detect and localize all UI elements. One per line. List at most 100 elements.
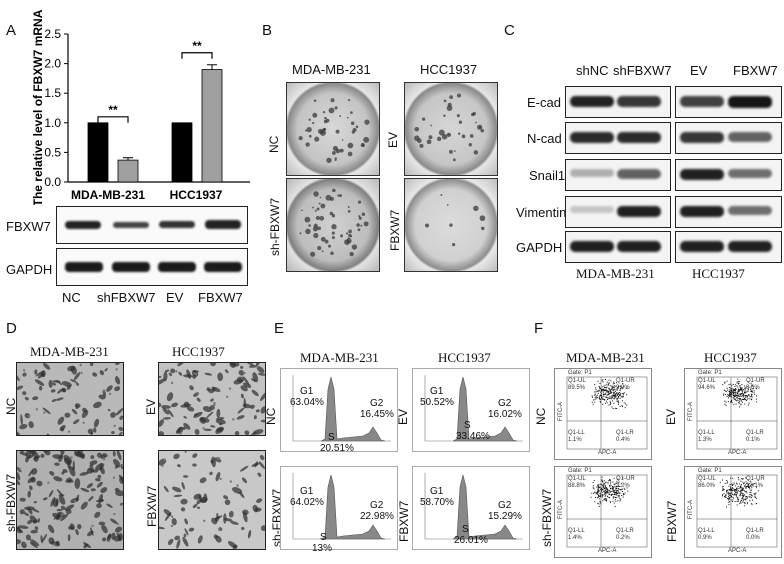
event-dot: [623, 487, 625, 489]
panel-f-row-fbxw7: FBXW7: [665, 500, 679, 542]
event-dot: [605, 387, 607, 389]
event-dot: [744, 482, 746, 484]
event-dot: [608, 404, 610, 406]
event-dot: [740, 487, 742, 489]
event-dot: [724, 403, 726, 405]
event-dot: [727, 491, 729, 493]
colony: [350, 111, 353, 114]
colony: [339, 115, 342, 117]
quadrant-ul-label: Q1-UL: [698, 378, 716, 384]
cell: [60, 451, 65, 455]
colony: [346, 232, 349, 235]
event-dot: [610, 391, 612, 393]
event-dot: [601, 396, 603, 398]
pore: [108, 392, 112, 396]
event-dot: [600, 394, 602, 396]
event-dot: [600, 490, 602, 492]
cell: [19, 497, 26, 502]
quadrant-ll-value: 1.3%: [698, 437, 712, 443]
colony: [316, 207, 320, 211]
quadrant-ll-value: 1.4%: [568, 535, 582, 541]
event-dot: [733, 403, 735, 405]
event-dot: [617, 500, 619, 502]
cell: [78, 451, 84, 454]
y-axis-label: The relative level of FBXW7 mRNA: [31, 9, 45, 205]
cell: [182, 536, 189, 547]
colony: [358, 216, 362, 220]
significance-label: **: [192, 39, 202, 53]
event-dot: [742, 478, 744, 480]
colony: [313, 191, 319, 197]
panel-b-row-fbxw7: FBXW7: [388, 209, 402, 251]
quadrant-ur-label: Q1-UR: [746, 378, 765, 384]
colony: [312, 112, 318, 118]
event-dot: [743, 505, 745, 507]
event-dot: [736, 492, 738, 494]
event-dot: [746, 503, 748, 505]
cell: [166, 392, 174, 402]
cell: [163, 509, 172, 516]
cell: [215, 535, 222, 543]
event-dot: [594, 501, 596, 503]
y-axis-label: FITC-A: [688, 401, 695, 422]
event-dot: [740, 490, 742, 492]
colony: [308, 118, 311, 121]
cell: [115, 407, 123, 416]
cell: [25, 451, 32, 460]
cell: [256, 498, 263, 503]
colony: [357, 200, 362, 204]
event-dot: [749, 500, 751, 502]
event-dot: [609, 486, 611, 488]
event-dot: [602, 398, 604, 400]
event-dot: [740, 399, 742, 401]
event-dot: [611, 491, 613, 493]
event-dot: [751, 384, 753, 386]
cell: [79, 471, 89, 476]
colony-dish-ev: [404, 82, 498, 176]
event-dot: [733, 482, 735, 484]
cell: [90, 432, 94, 435]
event-dot: [729, 392, 731, 394]
event-dot: [742, 481, 744, 483]
event-dot: [601, 488, 603, 490]
event-dot: [603, 498, 605, 500]
cell: [168, 372, 173, 377]
event-dot: [617, 400, 619, 402]
event-dot: [736, 496, 738, 498]
event-dot: [606, 488, 608, 490]
event-dot: [598, 505, 600, 507]
cell: [199, 496, 208, 503]
transwell-photo-sh: [16, 450, 124, 550]
event-dot: [601, 398, 603, 400]
cell: [173, 494, 183, 498]
event-dot: [756, 395, 758, 397]
cell: [194, 428, 200, 435]
event-dot: [618, 392, 620, 394]
pore: [91, 524, 94, 528]
event-dot: [619, 489, 621, 491]
cell: [107, 408, 111, 412]
colony: [315, 215, 320, 221]
cell: [56, 508, 63, 512]
event-dot: [748, 404, 750, 406]
cell: [89, 464, 94, 468]
event-dot: [746, 497, 748, 499]
panel-b-label: B: [262, 22, 273, 39]
event-dot: [613, 491, 615, 493]
event-dot: [730, 387, 732, 389]
gate-label: Gate: P1: [698, 370, 722, 376]
colony: [326, 157, 332, 163]
blot-band: [728, 132, 772, 142]
event-dot: [742, 495, 744, 497]
event-dot: [611, 396, 613, 398]
cell: [217, 372, 223, 382]
event-dot: [739, 494, 741, 496]
cell: [239, 465, 249, 472]
event-dot: [592, 485, 594, 487]
cell: [177, 363, 185, 367]
event-dot: [595, 398, 597, 400]
event-dot: [609, 401, 611, 403]
event-dot: [614, 496, 616, 498]
event-dot: [613, 490, 615, 492]
cell: [29, 485, 33, 491]
